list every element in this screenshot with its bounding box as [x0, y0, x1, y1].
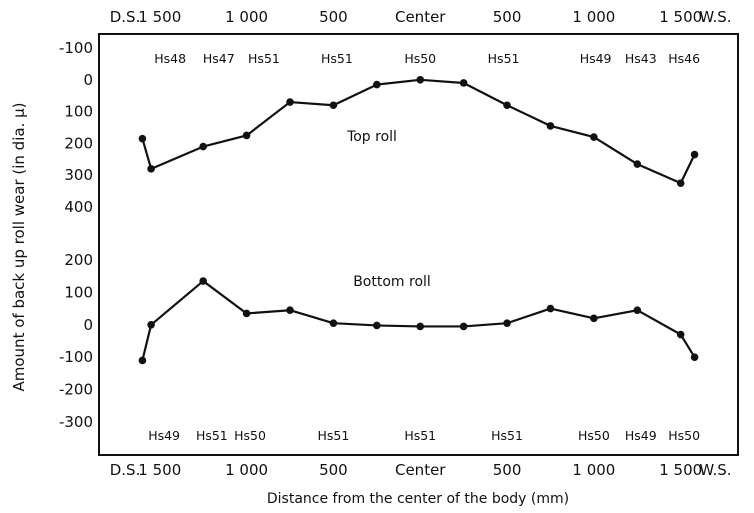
series-line: [141, 78, 696, 185]
bottom-roll-y-tick-label: -200: [59, 381, 93, 399]
top-x-tick-label: 1 500: [659, 8, 702, 26]
bottom-x-tick-label: Center: [395, 461, 446, 479]
top-x-tick-label: 1 500: [138, 8, 181, 26]
top-roll-y-tick-label: 100: [64, 103, 93, 121]
data-point: [546, 122, 555, 130]
data-point: [416, 322, 425, 331]
bottom-x-tick-label: W.S.: [699, 461, 731, 479]
bottom-hardness-label: Hs50: [234, 428, 266, 443]
data-point: [676, 330, 685, 339]
top-x-tick-label: W.S.: [699, 8, 731, 26]
top-hardness-label: Hs51: [321, 51, 353, 66]
bottom-x-tick-label: D.S.: [110, 461, 141, 479]
data-point: [459, 322, 468, 331]
top-hardness-label: Hs48: [154, 51, 186, 66]
top-x-tick-label: 1 000: [225, 8, 268, 26]
data-point: [199, 277, 207, 285]
data-point: [503, 101, 511, 110]
top-hardness-label: Hs47: [203, 51, 235, 66]
top-hardness-label: Hs49: [580, 51, 612, 66]
bottom-x-tick-label: 500: [493, 461, 522, 479]
data-point: [286, 98, 294, 106]
series-line: [141, 279, 696, 361]
series-label: Bottom roll: [353, 274, 431, 290]
x-axis-label: Distance from the center of the body (mm…: [267, 491, 569, 507]
bottom-x-tick-label: 500: [319, 461, 348, 479]
data-point: [329, 101, 338, 110]
top-hardness-label: Hs51: [248, 51, 280, 66]
data-point: [242, 131, 251, 140]
data-point: [199, 142, 207, 151]
top-roll-y-tick-label: -100: [59, 39, 93, 57]
data-point: [690, 150, 699, 159]
data-point: [690, 353, 699, 362]
data-point: [590, 133, 598, 141]
top-hardness-label: Hs51: [488, 51, 520, 66]
bottom-roll-y-tick-label: 100: [64, 283, 93, 301]
bottom-roll-y-tick-label: 0: [83, 316, 93, 334]
bottom-hardness-label: Hs51: [491, 428, 523, 443]
bottom-x-tick-label: 1 500: [138, 461, 181, 479]
data-point: [633, 160, 642, 168]
top-hardness-label: Hs50: [404, 51, 436, 66]
bottom-hardness-label: Hs51: [318, 428, 350, 443]
top-x-tick-label: D.S.: [110, 8, 141, 26]
bottom-hardness-label: Hs49: [625, 428, 657, 443]
data-point: [147, 165, 155, 173]
bottom-hardness-label: Hs49: [148, 428, 180, 443]
top-x-tick-label: Center: [395, 8, 446, 26]
data-point: [546, 304, 555, 313]
bottom-roll-y-tick-label: 200: [64, 251, 93, 269]
series-label: Top roll: [346, 129, 397, 145]
data-point: [373, 321, 381, 330]
top-x-tick-label: 500: [493, 8, 522, 26]
data-point: [286, 306, 294, 315]
data-point: [138, 134, 147, 143]
bottom-roll-y-tick-label: -100: [59, 348, 93, 366]
data-point: [242, 309, 251, 318]
top-x-tick-label: 500: [319, 8, 348, 26]
top-roll-y-tick-label: 300: [64, 166, 93, 184]
bottom-hardness-label: Hs51: [404, 428, 436, 443]
bottom-x-tick-label: 1 500: [659, 461, 702, 479]
top-roll-y-tick-label: 200: [64, 134, 93, 152]
top-roll-y-tick-label: 0: [83, 71, 93, 89]
top-hardness-label: Hs43: [625, 51, 657, 66]
data-point: [138, 356, 147, 365]
y-axis-label: Amount of back up roll wear (in dia. μ): [10, 103, 28, 392]
data-point: [373, 80, 381, 89]
bottom-x-tick-label: 1 000: [225, 461, 268, 479]
data-point: [459, 79, 468, 87]
bottom-hardness-label: Hs50: [578, 428, 610, 443]
data-point: [590, 314, 598, 323]
y-tick-labels: -100 0 100 200 300 400 200 100 0 -100 -200 -300: [59, 39, 93, 431]
data-point: [416, 76, 425, 84]
data-point: [676, 179, 685, 187]
plot-frame: [98, 33, 739, 456]
data-point: [329, 319, 338, 327]
series-lines: Top roll Bottom roll: [138, 76, 699, 365]
data-point: [633, 306, 642, 315]
top-hardness-label: Hs46: [668, 51, 700, 66]
bottom-x-tick-label: 1 000: [572, 461, 615, 479]
data-point: [147, 321, 155, 329]
bottom-roll-y-tick-label: -300: [59, 413, 93, 431]
hardness-labels: Hs48 Hs47 Hs51 Hs51 Hs50 Hs51 Hs49 Hs43 Hs46 Hs49…: [148, 51, 700, 443]
bottom-hardness-label: Hs50: [668, 428, 700, 443]
top-roll-y-tick-label: 400: [64, 198, 93, 216]
bottom-hardness-label: Hs51: [196, 428, 228, 443]
data-point: [503, 319, 511, 327]
top-x-tick-label: 1 000: [572, 8, 615, 26]
